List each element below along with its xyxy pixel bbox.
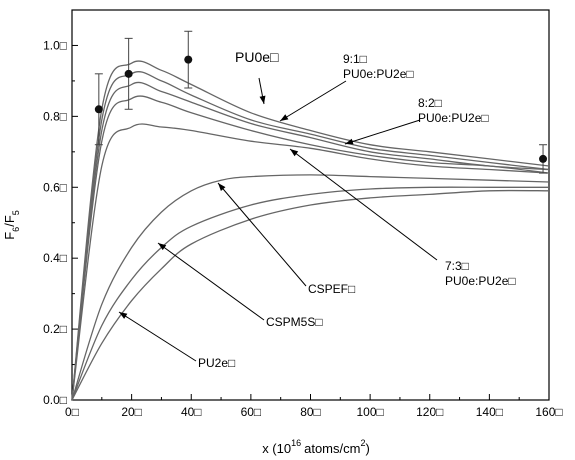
annotation-label: 9:1□	[343, 52, 367, 66]
series-line-5	[71, 123, 550, 401]
annotation-label: CSPEF□	[308, 282, 355, 296]
y-axis-label: F6/F5	[2, 210, 21, 240]
series-line-6	[71, 174, 550, 401]
x-tick-label: 40□	[181, 405, 202, 419]
arrow-head	[280, 114, 289, 121]
annotation-arrow	[289, 148, 438, 261]
data-point	[539, 154, 548, 163]
x-axis-label: x (1016 atoms/cm2)	[262, 438, 370, 456]
annotation-arrow	[279, 80, 347, 122]
y-tick-label: 0.6□	[43, 180, 67, 194]
arrow-head	[119, 312, 128, 319]
x-tick-label: 160□	[535, 405, 562, 419]
x-tick-label: 140□	[476, 405, 503, 419]
series-line-7	[71, 186, 549, 401]
annotation-label: CSPM5S□	[266, 315, 323, 329]
arrow-head	[259, 95, 266, 104]
x-tick-label: 100□	[356, 405, 383, 419]
annotation-label: 7:3□	[445, 259, 469, 273]
axis-labels: x (1016 atoms/cm2) F6/F5	[2, 210, 370, 456]
annotation-label: 8:2□	[418, 96, 442, 110]
annotation-label: PU0e:PU2e□	[418, 111, 489, 125]
x-tick-label: 120□	[416, 405, 443, 419]
x-tick-label: 80□	[300, 405, 321, 419]
data-point	[124, 69, 133, 78]
series-line-3	[71, 81, 550, 401]
annotation-arrow	[217, 182, 307, 287]
data-point	[94, 105, 103, 114]
y-tick-label: 0.2□	[43, 322, 67, 336]
y-tick-label: 0.4□	[43, 251, 67, 265]
annotation-label: PU0e□	[235, 49, 279, 65]
annotation-arrow	[157, 242, 265, 321]
y-tick-label: 1.0□	[43, 38, 67, 52]
x-tick-label: 20□	[121, 405, 142, 419]
annotation-arrow	[118, 311, 197, 362]
y-tick-label: 0.8□	[43, 109, 67, 123]
annotations: PU0e□ 9:1□PU0e:PU2e□8:2□PU0e:PU2e□7:3□PU0…	[118, 49, 516, 370]
axes: 0□ 20□ 40□ 60□ 80□ 100□ 120□ 140□ 160□ 0.0□ 0.2□ 0.…	[43, 9, 563, 419]
annotation-label: PU2e□	[198, 356, 235, 370]
arrow-head	[345, 138, 354, 145]
y-tick-label: 0.0□	[43, 393, 67, 407]
annotation-label: PU0e:PU2e□	[445, 274, 516, 288]
x-tick-label: 60□	[241, 405, 262, 419]
series-line-4	[71, 95, 550, 401]
arrow-head	[218, 183, 226, 192]
arrow-head	[158, 243, 167, 251]
arrow-head	[290, 149, 299, 157]
annotation-label: PU0e:PU2e□	[343, 67, 414, 81]
annotation-arrow	[344, 119, 421, 145]
data-point	[184, 55, 193, 64]
series-line-2	[71, 71, 550, 401]
x-tick-label: 0□	[65, 405, 79, 419]
experimental-points	[94, 30, 548, 174]
series-line-8	[71, 189, 550, 401]
